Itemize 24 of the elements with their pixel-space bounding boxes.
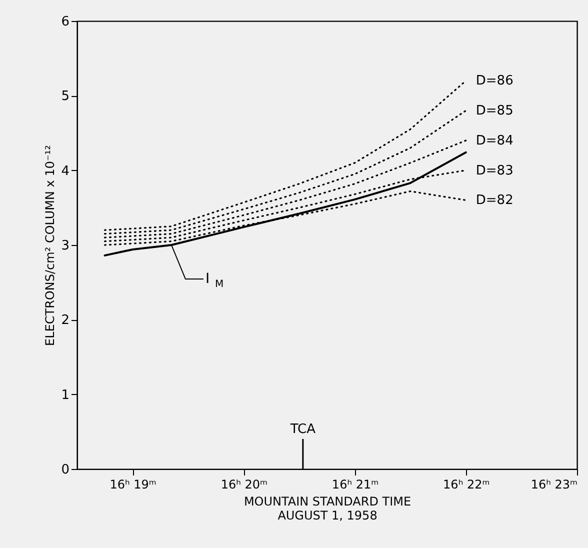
x-tick-label: 16ʰ 20ᵐ <box>220 478 268 492</box>
y-tick-label: 1 <box>61 388 70 403</box>
y-tick-label: 4 <box>61 164 70 179</box>
y-tick-label: 6 <box>61 14 70 30</box>
series-label: D=85 <box>476 104 514 119</box>
line-series <box>104 140 467 238</box>
line-series <box>104 80 467 231</box>
x-tick-label: 16ʰ 19ᵐ <box>110 478 156 492</box>
y-tick-label: 3 <box>61 238 70 254</box>
x-tick-label: 16ʰ 22ᵐ <box>443 478 490 492</box>
x-tick-label: 16ʰ 21ᵐ <box>332 478 379 492</box>
x-tick-label: 16ʰ 23ᵐ <box>530 478 578 492</box>
y-tick-label: 2 <box>61 313 70 328</box>
y-tick-label: 5 <box>61 89 70 104</box>
series-label: D=83 <box>476 163 514 178</box>
y-axis-title: ELECTRONS/cm² COLUMN x 10⁻¹² <box>43 144 58 346</box>
ref-line-label: TCA <box>289 422 316 437</box>
series-label: D=82 <box>476 193 514 208</box>
series-label: D=84 <box>476 133 514 148</box>
series-label: D=86 <box>476 74 514 89</box>
x-axis-title: MOUNTAIN STANDARD TIME AUGUST 1, 1958 <box>244 494 412 522</box>
line-series <box>104 151 467 256</box>
line-series <box>104 110 467 235</box>
y-tick-label: 0 <box>61 462 70 478</box>
